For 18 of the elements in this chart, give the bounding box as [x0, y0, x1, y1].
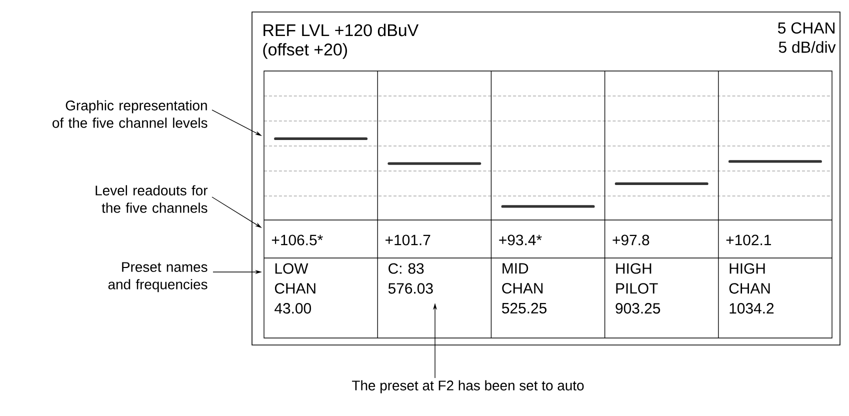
- data-label: +97.8: [612, 234, 650, 246]
- text: REF LVL +120 dBuV: [264, 24, 419, 36]
- text: 5 dB/div: [778, 41, 836, 53]
- data-label: +101.7: [386, 234, 430, 246]
- category-label: C: 83 576.03: [388, 263, 433, 294]
- data-label: +106.5*: [272, 234, 323, 246]
- category-label: HIGH PILOT 903.25: [616, 263, 660, 314]
- data-label: +93.4*: [499, 234, 542, 246]
- text: Level readouts for the five channels: [96, 185, 208, 213]
- text: Preset names and frequencies: [108, 262, 208, 292]
- category-label: HIGH CHAN 1034.2: [729, 263, 774, 314]
- text: The preset at F2 has been set to auto: [352, 380, 584, 394]
- category-label: LOW CHAN 43.00: [274, 263, 316, 314]
- text: (offset +20): [263, 43, 347, 59]
- text: 5 CHAN: [778, 22, 834, 34]
- category-label: MID CHAN 525.25: [502, 263, 546, 314]
- text: Graphic representation of the five channel levels: [52, 100, 208, 128]
- data-label: +102.1: [726, 234, 771, 246]
